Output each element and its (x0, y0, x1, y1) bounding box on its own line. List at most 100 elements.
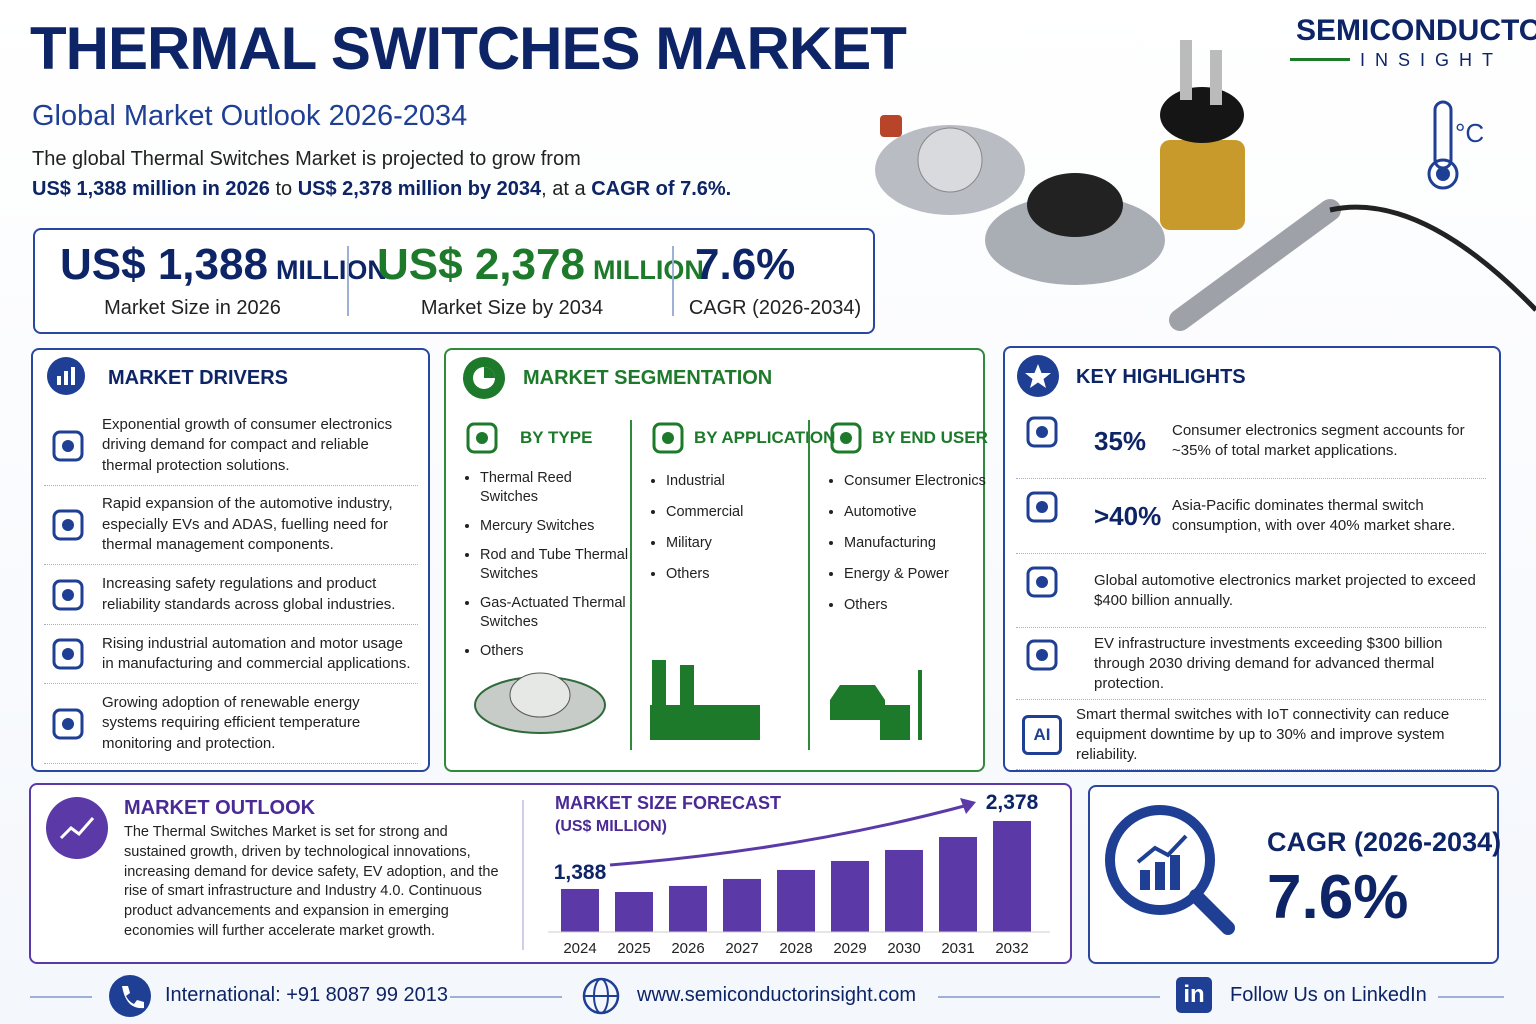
cagr-value: 7.6% (1267, 863, 1409, 932)
item-icon (52, 430, 84, 461)
x-tick-label: 2030 (887, 940, 920, 957)
x-tick-label: 2032 (995, 940, 1028, 957)
stat-unit: MILLION (275, 255, 387, 285)
segment-items: Industrial Commercial Military Others (650, 472, 815, 584)
cagr-title: CAGR (2026-2034) (1267, 827, 1502, 857)
bar (723, 878, 761, 932)
footer-rule (1438, 996, 1504, 998)
segment-illustrations (474, 660, 922, 740)
x-tick-label: 2026 (671, 940, 704, 957)
bar (561, 888, 599, 932)
highlight-text: Asia-Pacific dominates thermal switch co… (1172, 497, 1456, 534)
item-icon (52, 509, 84, 541)
item-icon (466, 422, 498, 454)
intro-part: CAGR of 7.6%. (591, 178, 732, 200)
intro-part: to (269, 178, 298, 200)
segment-heading: BY TYPE (520, 428, 593, 447)
x-tick-label: 2031 (941, 940, 974, 957)
start-label: 1,388 (554, 861, 607, 884)
driver-row: Growing adoption of renewable energy sys… (44, 684, 418, 764)
bar (777, 869, 815, 932)
stat-value: US$ 1,388 (60, 240, 268, 289)
stats-box (33, 228, 875, 334)
driver-row: Exponential growth of consumer electroni… (44, 406, 418, 486)
segment-item: Others (844, 596, 993, 615)
footer-phone[interactable]: International: +91 8087 99 2013 (165, 984, 449, 1006)
item-icon (52, 638, 84, 670)
item-icon (1026, 639, 1058, 670)
trend-arrow (609, 803, 969, 867)
driver-text: Rapid expansion of the automotive indust… (102, 495, 393, 554)
driver-text: Exponential growth of consumer electroni… (102, 415, 393, 474)
trend-arrowhead (960, 798, 976, 814)
highlights-title: KEY HIGHLIGHTS (1076, 366, 1246, 388)
highlight-text: Smart thermal switches with IoT connecti… (1076, 705, 1450, 763)
segment-item: Consumer Electronics (844, 472, 993, 491)
footer-rule (30, 996, 92, 998)
highlight-row: AI Smart thermal switches with IoT connec… (1016, 700, 1486, 770)
segment-item: Commercial (666, 503, 815, 522)
stat-label: Market Size in 2026 (104, 297, 281, 319)
product-image (875, 40, 1536, 331)
drivers-panel (31, 348, 430, 772)
footer-linkedin[interactable]: Follow Us on LinkedIn (1230, 984, 1427, 1006)
segment-items: Thermal Reed Switches Mercury Switches Rod… (464, 469, 629, 661)
cagr-icon (1105, 805, 1235, 935)
bar (669, 885, 707, 932)
segment-heading: BY APPLICATION (694, 428, 836, 447)
segmentation-icon (463, 357, 505, 399)
segment-item: Automotive (844, 503, 993, 522)
segment-items: Consumer Electronics Automotive Manufactur… (828, 472, 993, 615)
highlight-row: Global automotive electronics market pro… (1016, 554, 1486, 628)
footer-website[interactable]: www.semiconductorinsight.com (637, 984, 916, 1006)
stat-value-line: 7.6% (695, 240, 795, 290)
segment-divider (630, 420, 632, 750)
item-icon (830, 422, 862, 454)
segment-list: Consumer Electronics Automotive Manufactur… (828, 472, 993, 627)
highlight-row: >40% Asia-Pacific dominates thermal switc… (1016, 479, 1486, 554)
linkedin-icon[interactable]: in (1176, 977, 1212, 1013)
highlight-row: 35% Consumer electronics segment accounts… (1016, 404, 1486, 479)
outlook-icon (46, 797, 108, 859)
segment-item: Others (480, 642, 629, 661)
segment-list: Industrial Commercial Military Others (650, 472, 815, 596)
intro-part: , at a (541, 178, 592, 200)
outlook-text: The Thermal Switches Market is set for s… (124, 824, 499, 939)
stat-divider (672, 246, 674, 316)
x-tick-label: 2029 (833, 940, 866, 957)
segment-item: Military (666, 534, 815, 553)
logo-rule (1290, 58, 1350, 61)
segment-item: Industrial (666, 472, 815, 491)
thermometer-icon (1427, 100, 1459, 190)
intro-part: US$ 2,378 million by 2034 (297, 178, 542, 200)
highlight-text: Consumer electronics segment accounts fo… (1172, 422, 1465, 459)
bar (885, 849, 923, 932)
forecast-chart: 2024 2025 2026 2027 2028 2029 2030 2031 2032 1,38… (548, 791, 1050, 957)
stat-label: CAGR (2026-2034) (688, 297, 862, 319)
stat-divider (347, 246, 349, 316)
bar (993, 821, 1031, 932)
thermometer-unit: °C (1455, 118, 1485, 148)
highlight-stat: 35% (1094, 425, 1147, 456)
intro-line: US$ 1,388 million in 2026 to US$ 2,378 m… (32, 178, 731, 201)
item-icon (1026, 566, 1058, 597)
segment-item: Others (666, 565, 815, 584)
item-icon (52, 579, 84, 610)
drivers-icon (47, 357, 85, 395)
driver-row: Rapid expansion of the automotive indust… (44, 486, 418, 565)
driver-text: Rising industrial automation and motor u… (102, 634, 411, 673)
item-icon (652, 422, 684, 454)
forecast-title: MARKET SIZE FORECAST (555, 793, 782, 813)
stat-value: 7.6% (695, 240, 796, 289)
footer-rule (450, 996, 562, 998)
x-tick-label: 2024 (563, 940, 596, 957)
highlight-text: EV infrastructure investments exceeding … (1094, 634, 1443, 692)
bar (831, 860, 869, 932)
logo-tagline: INSIGHT (1360, 50, 1504, 70)
forecast-subtitle: (US$ MILLION) (555, 818, 667, 835)
segment-list: Thermal Reed Switches Mercury Switches Rod… (464, 469, 629, 671)
item-icon (1026, 416, 1058, 448)
x-tick-label: 2028 (779, 940, 812, 957)
highlight-text: Global automotive electronics market pro… (1094, 571, 1476, 609)
